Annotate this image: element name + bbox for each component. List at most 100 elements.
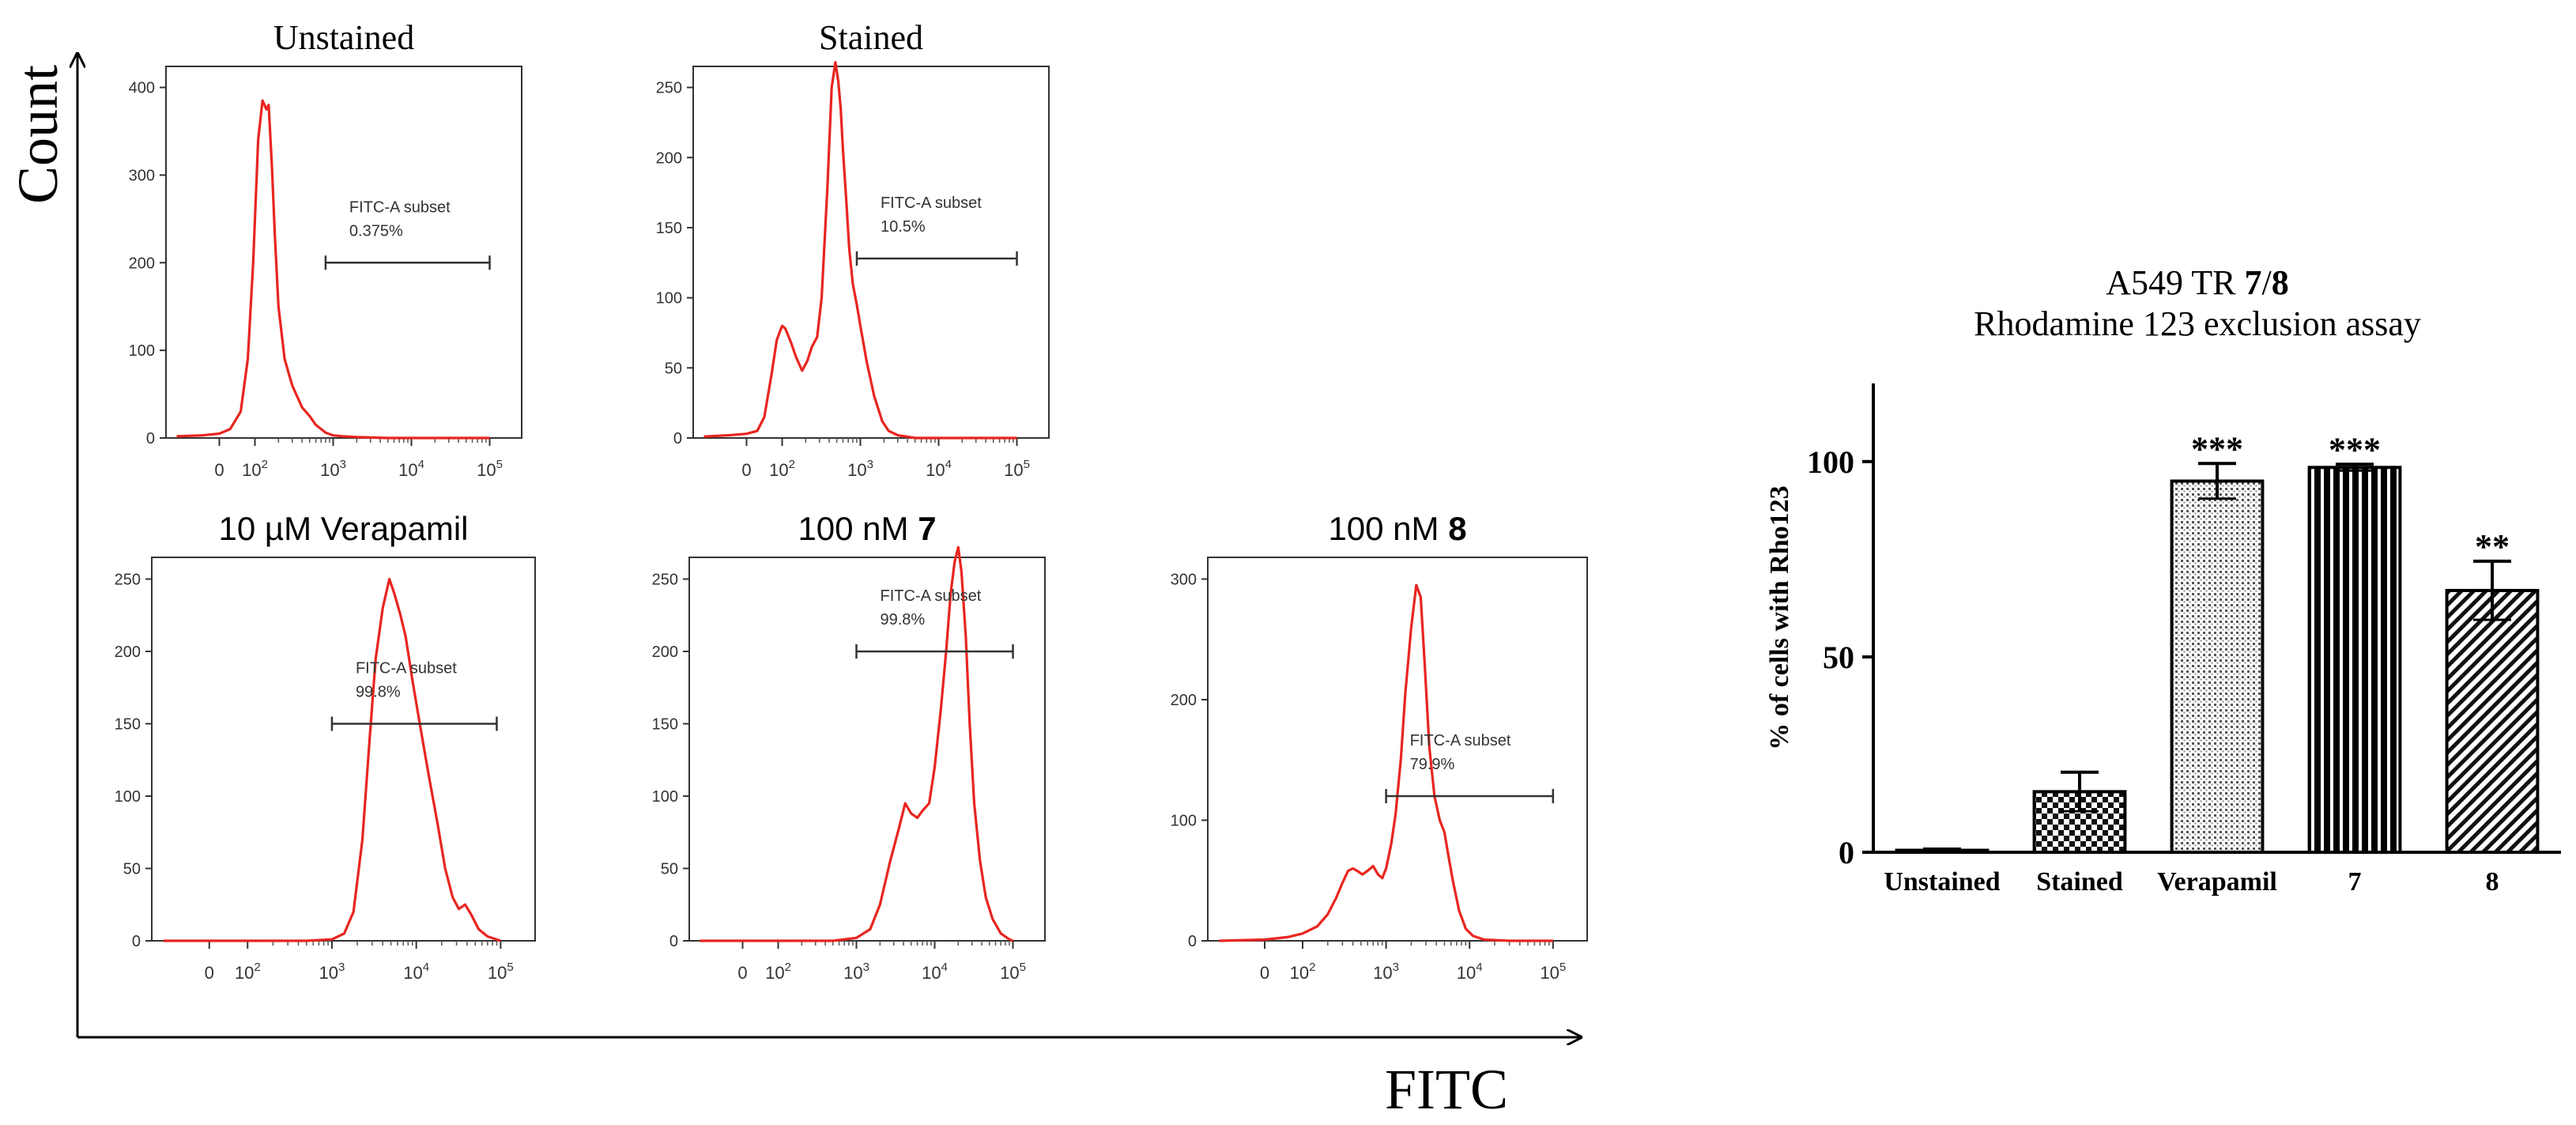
- histogram-title: 100 nM 7: [798, 510, 936, 547]
- histogram-title: Stained: [819, 18, 923, 57]
- y-tick-label: 100: [1807, 444, 1854, 480]
- y-tick-label: 400: [129, 80, 155, 97]
- x-tick-label: 103: [1373, 961, 1399, 983]
- y-tick-label: 0: [673, 430, 682, 447]
- category-label: 7: [2348, 867, 2362, 897]
- significance-marker: ***: [2191, 429, 2243, 468]
- flow-histogram-panel: 100 nM 8 0 100 200 300 0 102 103 104 105 FITC-A su…: [1171, 510, 1588, 983]
- histogram-frame: [151, 557, 536, 942]
- x-tick-label: 0: [214, 460, 224, 480]
- bar: [2170, 479, 2265, 855]
- y-tick-label: 100: [129, 342, 155, 360]
- histogram-frame: [1207, 557, 1588, 942]
- significance-marker: ***: [2329, 430, 2381, 469]
- y-tick-label: 0: [146, 430, 155, 447]
- y-tick-label: 0: [1839, 835, 1854, 870]
- x-tick-label: 102: [235, 961, 261, 983]
- gate-label: FITC-A subset: [349, 198, 451, 216]
- x-tick-label: 102: [765, 961, 791, 983]
- x-tick-label: 103: [843, 961, 869, 983]
- significance-marker: **: [2475, 527, 2510, 566]
- gate-label: FITC-A subset: [881, 587, 982, 605]
- flow-histogram-panel: Unstained 0 100 200 300 400 0 102 103 104 105 FITC-…: [129, 18, 522, 480]
- y-tick-label: 50: [123, 860, 141, 878]
- category-label: 8: [2486, 867, 2499, 897]
- y-tick-label: 50: [1823, 640, 1854, 675]
- y-tick-label: 200: [129, 255, 155, 272]
- x-tick-label: 0: [741, 460, 751, 480]
- x-tick-label: 104: [403, 961, 429, 983]
- y-tick-label: 50: [665, 360, 682, 377]
- y-tick-label: 250: [656, 80, 682, 97]
- category-label: Unstained: [1884, 867, 2000, 897]
- histogram-line: [1219, 583, 1553, 942]
- x-tick-label: 105: [1540, 961, 1566, 983]
- y-tick-label: 300: [129, 167, 155, 184]
- histogram-frame: [688, 557, 1046, 942]
- gate-label: FITC-A subset: [1410, 732, 1511, 749]
- histogram-frame: [692, 66, 1050, 439]
- y-tick-label: 150: [656, 220, 682, 237]
- x-tick-label: 102: [242, 458, 268, 480]
- x-tick-label: 105: [477, 458, 503, 480]
- y-tick-label: 100: [656, 290, 682, 308]
- histogram-line: [700, 546, 1014, 942]
- y-axis-label: % of cells with Rho123: [1765, 485, 1794, 749]
- x-tick-label: 0: [205, 963, 214, 983]
- bar-chart-title-line1: A549 TR 7/8: [2106, 263, 2288, 302]
- histogram-frame: [165, 66, 522, 439]
- histogram-line: [703, 61, 1017, 440]
- bar: [2445, 588, 2540, 854]
- y-tick-label: 200: [1171, 692, 1197, 709]
- histogram-panels: Unstained 0 100 200 300 400 0 102 103 104 105 FITC-…: [115, 18, 1588, 983]
- flow-histogram-panel: 100 nM 7 0 50 100 150 200 250 0 102 103 104 105 FITC…: [652, 510, 1046, 983]
- x-tick-label: 102: [1290, 961, 1316, 983]
- y-tick-label: 0: [669, 933, 678, 950]
- y-tick-label: 0: [1188, 933, 1197, 950]
- gate-label: FITC-A subset: [881, 194, 982, 212]
- flow-histogram-panel: 10 µM Verapamil 0 50 100 150 200 250 0 102 103 104…: [115, 510, 536, 983]
- gate-percent: 99.8%: [356, 683, 401, 700]
- x-tick-label: 104: [1457, 961, 1483, 983]
- y-tick-label: 250: [652, 571, 678, 588]
- x-tick-label: 105: [1004, 458, 1030, 480]
- category-label: Verapamil: [2157, 867, 2277, 897]
- y-tick-label: 100: [115, 788, 141, 806]
- gate-percent: 10.5%: [881, 218, 926, 236]
- gate-percent: 0.375%: [349, 222, 403, 240]
- y-tick-label: 200: [652, 644, 678, 661]
- y-tick-label: 150: [115, 715, 141, 733]
- x-tick-label: 103: [319, 961, 345, 983]
- y-tick-label: 100: [652, 788, 678, 806]
- y-tick-label: 300: [1171, 571, 1197, 588]
- x-tick-label: 102: [769, 458, 795, 480]
- y-tick-label: 200: [656, 149, 682, 167]
- histogram-title: Unstained: [273, 18, 414, 57]
- y-tick-label: 250: [115, 571, 141, 588]
- y-tick-label: 200: [115, 644, 141, 661]
- y-tick-label: 0: [132, 933, 141, 950]
- y-tick-label: 150: [652, 715, 678, 733]
- x-tick-label: 103: [320, 458, 346, 480]
- histogram-line: [176, 99, 490, 440]
- bar-chart-title-line2: Rhodamine 123 exclusion assay: [1974, 304, 2421, 343]
- x-tick-label: 104: [398, 458, 424, 480]
- count-axis-label: Count: [6, 65, 70, 204]
- category-label: Stained: [2036, 867, 2123, 897]
- histogram-title: 10 µM Verapamil: [218, 510, 468, 547]
- gate-label: FITC-A subset: [356, 659, 457, 677]
- gate-percent: 79.9%: [1410, 756, 1455, 773]
- gate-percent: 99.8%: [881, 611, 926, 629]
- bar: [2307, 466, 2402, 855]
- x-tick-label: 104: [922, 961, 948, 983]
- x-tick-label: 103: [847, 458, 873, 480]
- histogram-line: [163, 577, 501, 942]
- y-tick-label: 50: [661, 860, 678, 878]
- x-tick-label: 0: [737, 963, 747, 983]
- flow-histogram-panel: Stained 0 50 100 150 200 250 0 102 103 104 105 FITC-…: [656, 18, 1050, 480]
- x-tick-label: 0: [1260, 963, 1269, 983]
- fitc-axis-label: FITC: [1385, 1058, 1508, 1121]
- histogram-title: 100 nM 8: [1328, 510, 1466, 547]
